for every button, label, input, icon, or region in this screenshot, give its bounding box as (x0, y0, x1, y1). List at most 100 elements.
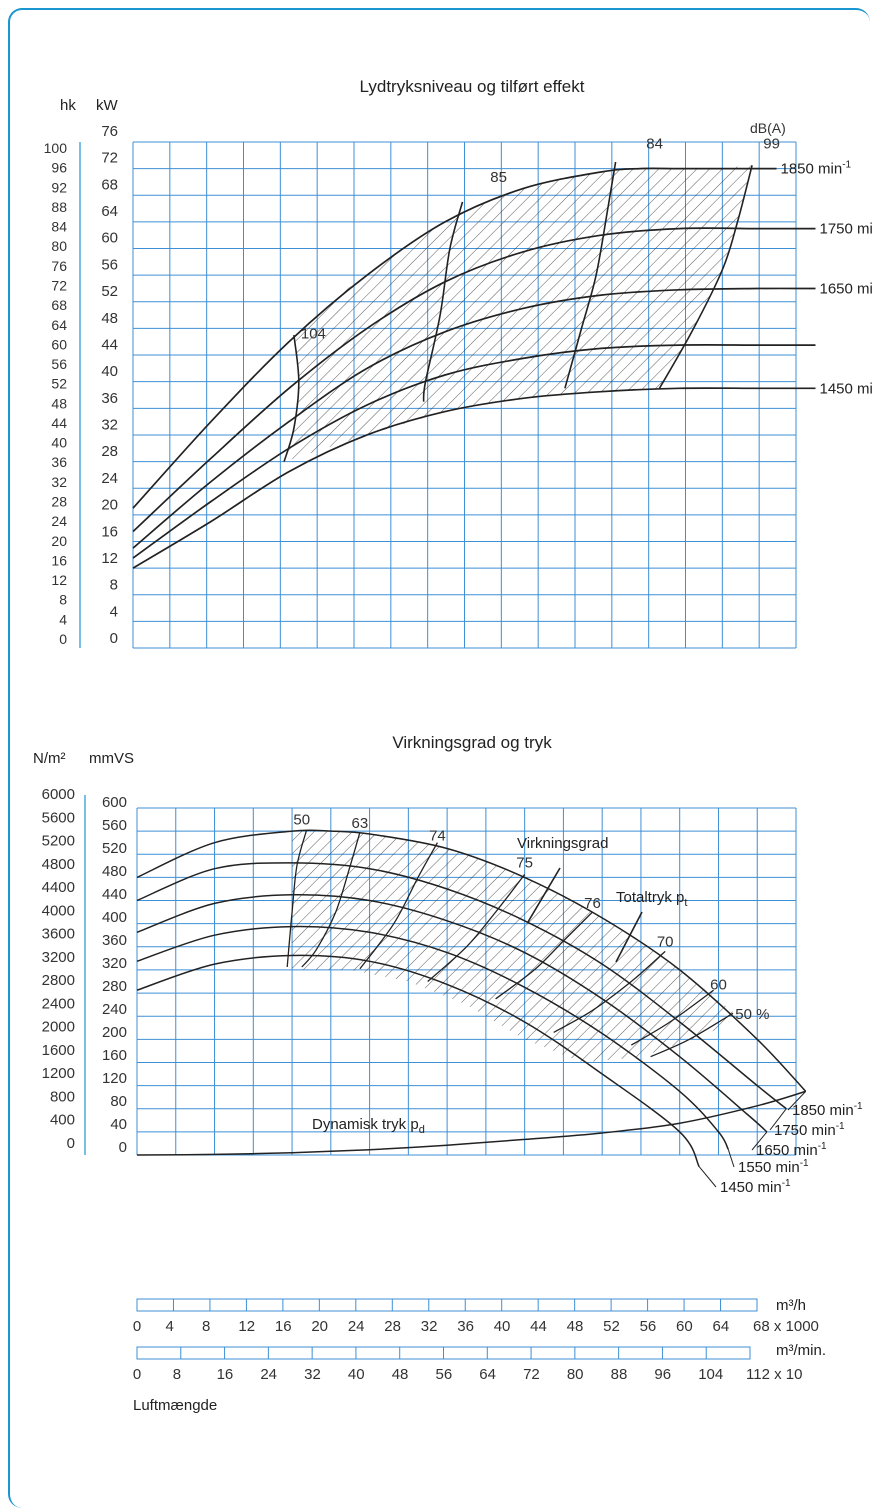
bottom-efficiency-label: 74 (429, 828, 446, 845)
bottom-mmvs-tick-label: 560 (102, 817, 127, 834)
top-kw-tick-label: 24 (101, 470, 118, 487)
flow-m3h-tick-label: 36 (457, 1318, 474, 1335)
bottom-speed-label: 1850 min-1 (792, 1101, 863, 1119)
bottom-mmvs-tick-label: 40 (110, 1116, 127, 1133)
virkningsgrad-leader (527, 867, 561, 923)
bottom-efficiency-label: 50 % (735, 1006, 769, 1023)
flow-m3h-tick-label: 32 (421, 1318, 438, 1335)
top-kw-tick-label: 12 (101, 550, 118, 567)
top-noise-contour (422, 201, 464, 402)
top-power-curve (132, 343, 816, 559)
flow-m3min-tick-label: 96 (654, 1366, 671, 1383)
top-kw-tick-label: 52 (101, 283, 118, 300)
top-hk-tick-label: 92 (51, 179, 67, 195)
bottom-mmvs-tick-label: 520 (102, 840, 127, 857)
flow-m3min-tick-label: 8 (173, 1366, 181, 1383)
top-kw-tick-label: 72 (101, 150, 118, 167)
top-noise-label: 85 (490, 169, 507, 186)
bottom-speed-label-sup: -1 (800, 1158, 809, 1169)
top-hk-tick-label: 84 (51, 219, 67, 235)
top-hk-tick-label: 40 (51, 435, 67, 451)
bottom-pressure-curve (136, 829, 807, 1092)
bottom-mmvs-tick-label: 280 (102, 978, 127, 995)
flow-m3h-bar (136, 1298, 758, 1312)
top-chart-title: Lydtryksniveau og tilført effekt (360, 77, 585, 96)
page-frame (8, 8, 870, 1508)
top-hk-tick-label: 72 (51, 277, 67, 293)
top-noise-contour (658, 165, 753, 389)
bottom-nm2-tick-label: 4400 (42, 879, 75, 896)
bottom-nm2-tick-label: 1600 (42, 1042, 75, 1059)
bottom-nm2-tick-label: 1200 (42, 1065, 75, 1082)
top-kw-tick-label: 56 (101, 256, 118, 273)
top-power-curve (132, 287, 816, 549)
top-power-curves: 1850 min-1 1750 min-1 1650 min-1 1450 min-1 (132, 160, 872, 569)
bottom-efficiency-label: 50 (293, 812, 310, 829)
bottom-mmvs-tick-label: 600 (102, 794, 127, 811)
bottom-speed-label: 1550 min-1 (738, 1158, 809, 1176)
bottom-speed-label: 1650 min-1 (756, 1141, 827, 1159)
flow-m3min-tick-label: 0 (133, 1366, 141, 1383)
top-hk-tick-label: 8 (59, 592, 67, 608)
top-hk-tick-label: 32 (51, 474, 67, 490)
flow-m3h-tick-label: 12 (238, 1318, 255, 1335)
bottom-speed-leader (769, 1108, 787, 1131)
dynamisk-label: Dynamisk tryk pd (312, 1116, 425, 1136)
flow-m3h-tick-label: 60 (676, 1318, 693, 1335)
bottom-nm2-tick-label: 0 (67, 1135, 75, 1152)
bottom-speed-leader (751, 1131, 768, 1151)
top-kw-tick-label: 4 (110, 603, 118, 620)
bottom-chart-grid (136, 807, 797, 1156)
bottom-nm2-tick-label: 400 (50, 1112, 75, 1129)
top-kw-tick-label: 68 (101, 176, 118, 193)
bottom-mmvs-tick-label: 120 (102, 1070, 127, 1087)
bottom-mmvs-tick-label: 160 (102, 1047, 127, 1064)
bottom-mmvs-tick-label: 440 (102, 886, 127, 903)
bottom-speed-label: 1450 min-1 (720, 1178, 791, 1196)
top-kw-tick-label: 40 (101, 363, 118, 380)
top-hk-tick-label: 20 (51, 533, 67, 549)
top-hk-tick-label: 48 (51, 395, 67, 411)
bottom-efficiency-contours: 50 63 74 75 76 70 60 50 % (286, 812, 769, 1058)
bottom-axis-mmvs-title: mmVS (89, 750, 134, 767)
bottom-mmvs-tick-labels: 6005605204804404003603202802402001601208… (102, 794, 127, 1156)
top-kw-tick-label: 48 (101, 310, 118, 327)
top-speed-label: 1850 min-1 (781, 160, 852, 178)
top-hk-tick-label: 68 (51, 297, 67, 313)
bottom-efficiency-contour (427, 874, 526, 982)
top-hk-tick-label: 52 (51, 376, 67, 392)
bottom-mmvs-tick-label: 240 (102, 1001, 127, 1018)
flow-m3h-tick-label: 4 (165, 1318, 173, 1335)
bottom-mmvs-tick-label: 360 (102, 932, 127, 949)
flow-m3h-tick-label: 56 (640, 1318, 657, 1335)
flow-m3min-tick-label: 24 (260, 1366, 277, 1383)
top-kw-tick-label: 36 (101, 390, 118, 407)
bottom-efficiency-label: 75 (516, 854, 533, 871)
bottom-efficiency-contour (301, 832, 361, 968)
top-operating-region-hatch (284, 165, 753, 462)
top-kw-tick-label: 28 (101, 443, 118, 460)
bottom-mmvs-tick-label: 480 (102, 863, 127, 880)
top-hk-tick-label: 76 (51, 258, 67, 274)
flow-axis-m3min: 0 8 16 24 32 40 48 56 64 72 80 88 96 104 112 x 10 (133, 1346, 802, 1383)
bottom-nm2-tick-label: 3600 (42, 926, 75, 943)
bottom-nm2-tick-label: 5600 (42, 809, 75, 826)
top-kw-tick-label: 0 (110, 630, 118, 647)
bottom-speed-label: 1750 min-1 (774, 1121, 845, 1139)
top-noise-label: 104 (301, 325, 326, 342)
flow-m3min-tick-label: 72 (523, 1366, 540, 1383)
top-hk-tick-label: 96 (51, 160, 67, 176)
bottom-pressure-curve (136, 1090, 806, 1156)
flow-m3min-tick-label: 40 (348, 1366, 365, 1383)
top-hk-tick-label: 4 (59, 611, 67, 627)
flow-m3min-unit: m³/min. (776, 1342, 826, 1359)
bottom-speed-label-sup: -1 (818, 1141, 827, 1152)
bottom-efficiency-contour (495, 911, 593, 1000)
bottom-efficiency-label: 60 (710, 976, 727, 993)
bottom-speed-label-sup: -1 (782, 1178, 791, 1189)
bottom-efficiency-label: 70 (657, 934, 674, 951)
top-noise-contours: 104 85 84 99 (283, 136, 780, 462)
bottom-nm2-tick-label: 2000 (42, 1019, 75, 1036)
